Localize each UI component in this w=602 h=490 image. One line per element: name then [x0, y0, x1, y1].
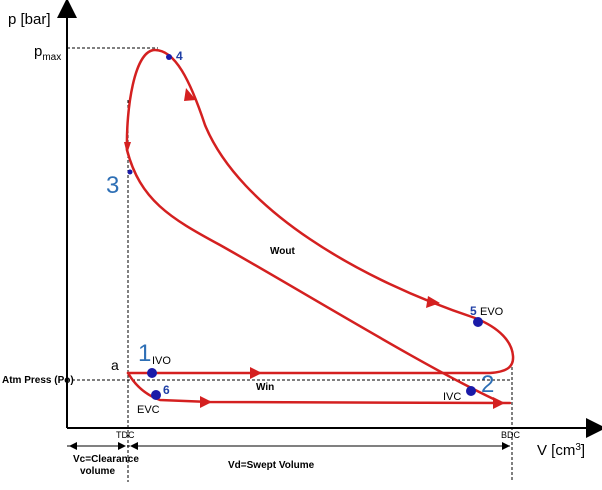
flow-arrows: [124, 88, 505, 409]
evc-label: EVC: [137, 404, 160, 416]
swept-volume-label: Vd=Swept Volume: [228, 460, 315, 471]
point-5-label: 5: [470, 304, 477, 318]
point-4-label: 4: [176, 49, 183, 63]
ivo-label: IVO: [152, 355, 171, 367]
clearance-volume-label: Vc=Clearance: [73, 454, 139, 465]
flow-arrow-exhaust-line: [250, 367, 262, 379]
evo-label: EVO: [480, 306, 504, 318]
ivc-label: IVC: [443, 391, 461, 403]
point-a-label: a: [111, 357, 119, 373]
y-axis-label: p [bar]: [8, 11, 51, 28]
win-label: Win: [256, 382, 274, 393]
flow-arrow-exhaust-curve: [426, 296, 440, 308]
intake-stroke-curve: [126, 371, 512, 405]
state-points: [127, 54, 483, 400]
flow-arrow-intake: [200, 396, 212, 408]
tdc-label: TDC: [116, 430, 135, 440]
point-6-label: 6: [163, 383, 170, 397]
flow-arrow-expansion: [184, 88, 196, 101]
pmax-label: pmax: [34, 43, 61, 63]
compression-curve: [125, 148, 502, 404]
point-evc: [151, 390, 161, 400]
flow-arrow-compression: [124, 142, 131, 154]
flow-arrow-bdc: [493, 397, 505, 409]
point-3: [127, 169, 133, 175]
point-1-label: 1: [138, 340, 151, 367]
clearance-volume-label-line2: volume: [80, 466, 115, 477]
x-axis-label: V [cm3]: [537, 442, 585, 460]
atm-pressure-label: Atm Press (Po): [2, 375, 74, 386]
point-2-label: 2: [481, 371, 494, 398]
point-4: [166, 54, 172, 60]
point-evo: [473, 317, 483, 327]
wout-label: Wout: [270, 246, 295, 257]
cycle-curves: [125, 48, 515, 405]
bdc-label: BDC: [501, 430, 521, 440]
point-ivo: [147, 368, 157, 378]
point-ivc: [466, 386, 476, 396]
power-stroke-curve: [125, 48, 515, 375]
point-3-label: 3: [106, 172, 119, 199]
